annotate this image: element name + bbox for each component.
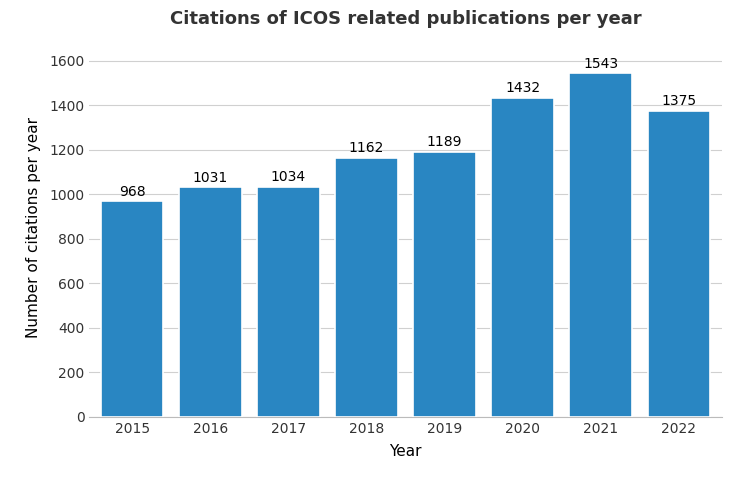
Text: 1189: 1189 <box>427 136 462 149</box>
Text: 1162: 1162 <box>349 141 384 155</box>
Bar <box>413 152 475 417</box>
Bar <box>179 187 242 417</box>
Text: 1432: 1432 <box>505 81 540 95</box>
Bar <box>491 98 554 417</box>
Bar <box>647 111 710 417</box>
Text: 1034: 1034 <box>271 170 306 184</box>
X-axis label: Year: Year <box>389 444 422 459</box>
Bar <box>257 186 320 417</box>
Title: Citations of ICOS related publications per year: Citations of ICOS related publications p… <box>170 11 641 28</box>
Bar <box>101 201 164 417</box>
Y-axis label: Number of citations per year: Number of citations per year <box>26 117 41 338</box>
Bar <box>336 158 398 417</box>
Text: 1543: 1543 <box>583 57 618 70</box>
Text: 968: 968 <box>119 184 146 199</box>
Text: 1031: 1031 <box>193 171 228 184</box>
Text: 1375: 1375 <box>661 94 696 108</box>
Bar <box>569 73 632 417</box>
